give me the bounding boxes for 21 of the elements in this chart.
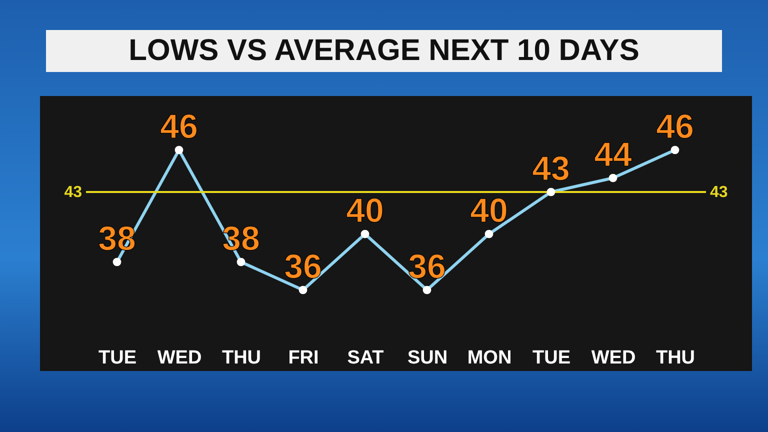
x-tick-label: THU [656,348,696,368]
data-label: 40 [346,192,384,230]
data-label: 40 [470,192,508,230]
data-label: 46 [656,108,694,146]
x-tick-label: WED [157,348,202,368]
x-tick-label: TUE [532,348,570,368]
text: 43 [710,184,728,201]
x-tick-label: MON [467,348,512,368]
x-tick-label: FRI [288,348,319,368]
data-label: 46 [160,108,198,146]
ref-line-label: 43 [64,184,82,201]
data-label: 44 [594,136,632,174]
data-label: 43 [532,150,570,188]
x-tick-label: THU [222,348,262,368]
chart-title: LOWS VS AVERAGE NEXT 10 DAYS [46,30,722,72]
x-tick-label: WED [591,348,636,368]
x-tick-label: SAT [347,348,384,368]
data-label: 36 [408,248,446,286]
x-tick-label: TUE [98,348,136,368]
x-tick-label: SUN [407,348,448,368]
data-label: 36 [284,248,322,286]
